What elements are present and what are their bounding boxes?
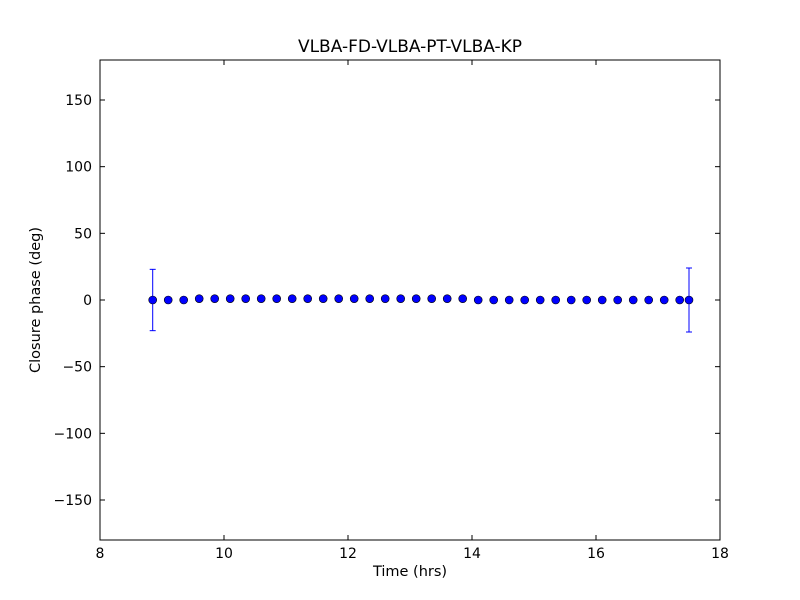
data-point: [380, 294, 390, 303]
data-point: [675, 295, 685, 305]
y-tick-label: −150: [54, 493, 92, 509]
data-point: [458, 294, 468, 303]
data-point: [210, 294, 219, 303]
data-point: [489, 295, 499, 305]
y-tick-label: 0: [83, 293, 92, 309]
data-point: [597, 295, 607, 305]
data-point: [225, 294, 235, 303]
x-tick-label: 12: [339, 546, 357, 562]
data-point: [272, 294, 282, 303]
y-tick-label: −50: [62, 360, 92, 376]
data-point: [644, 295, 654, 305]
y-tick-label: 150: [65, 93, 92, 109]
x-tick-label: 16: [587, 546, 605, 562]
data-point: [303, 294, 313, 303]
y-tick-label: 100: [65, 160, 92, 176]
y-tick-label: 50: [74, 226, 92, 242]
data-point: [566, 295, 576, 305]
data-point: [582, 295, 592, 305]
data-point: [535, 295, 545, 305]
data-point: [148, 295, 157, 305]
data-point: [287, 294, 297, 303]
chart-title: VLBA-FD-VLBA-PT-VLBA-KP: [298, 37, 522, 57]
data-point: [659, 295, 669, 305]
data-point: [504, 295, 514, 305]
x-tick-label: 14: [463, 546, 481, 562]
data-point: [334, 294, 344, 303]
data-point: [349, 294, 359, 303]
plot-area: 8 10 12 14 16 18 −150 −100 −50 0 50 100 150: [54, 59, 729, 562]
data-point: [613, 295, 623, 305]
data-point: [411, 294, 421, 303]
x-tick-label: 18: [711, 546, 729, 562]
data-point: [318, 294, 328, 303]
y-axis-label: Closure phase (deg): [28, 227, 44, 373]
x-tick-label: 10: [215, 546, 233, 562]
data-point: [396, 294, 406, 303]
data-point: [551, 295, 561, 305]
data-point: [684, 295, 694, 305]
x-tick-label: 8: [96, 546, 105, 562]
data-point: [365, 294, 375, 303]
y-tick-label: −100: [54, 426, 92, 442]
data-point: [241, 294, 250, 303]
data-point: [163, 295, 173, 305]
data-point: [473, 295, 483, 305]
data-point: [179, 295, 188, 305]
data-point: [628, 295, 638, 305]
x-axis-label: Time (hrs): [372, 564, 447, 580]
data-point: [194, 294, 204, 303]
data-point: [256, 294, 266, 303]
data-point: [442, 294, 452, 303]
axes-frame: [99, 59, 721, 541]
data-point: [427, 294, 437, 303]
data-point: [520, 295, 530, 305]
